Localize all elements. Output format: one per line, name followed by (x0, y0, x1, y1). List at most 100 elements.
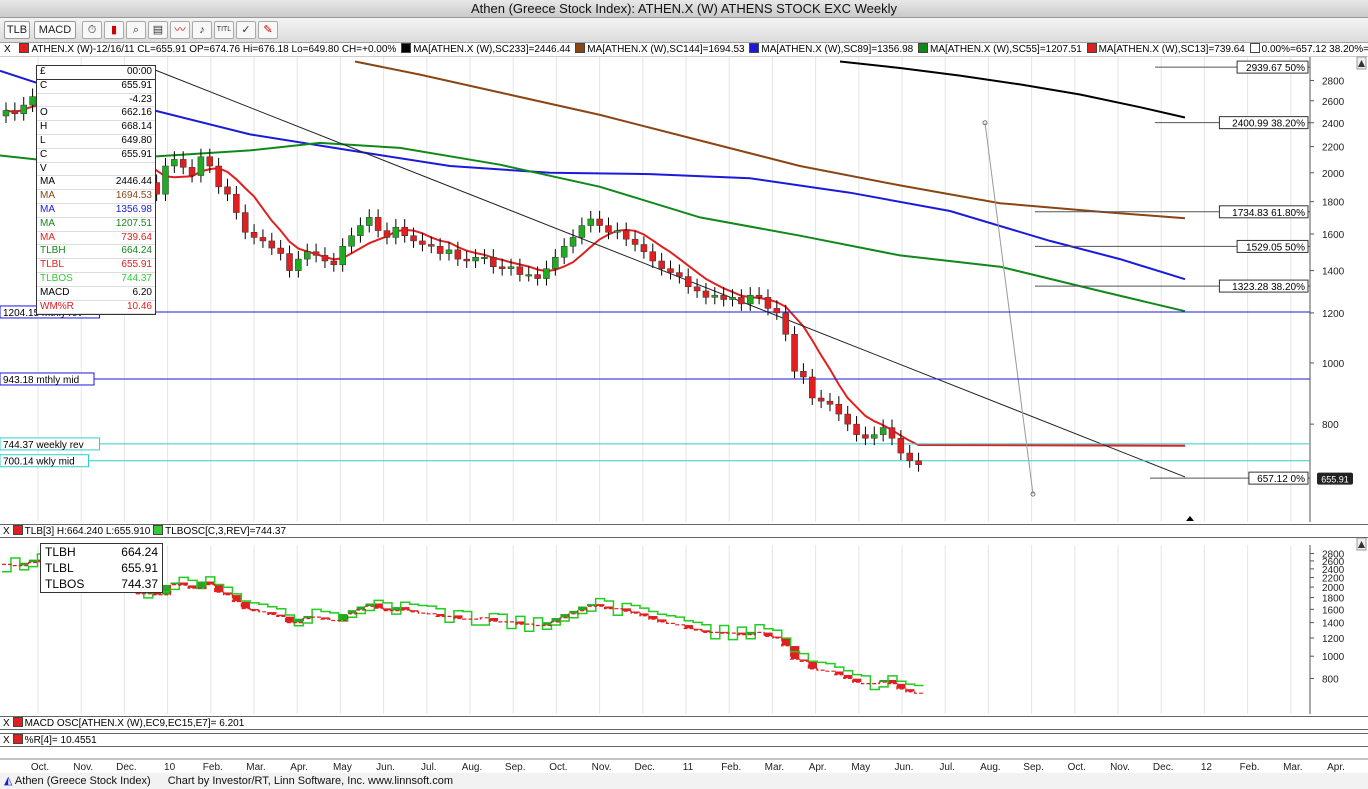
rev-level-box (0, 372, 95, 386)
line-chart-icon[interactable]: 〰 (170, 21, 190, 39)
tlb-values-value: 744.37 (121, 577, 158, 591)
tlb-panel-header: X TLB[3] H:664.240 L:655.910 TLBOSC[C,3,R… (0, 524, 1368, 538)
tlb-y-tick-label: 800 (1322, 674, 1339, 685)
rev-level-label: 943.18 mthly mid (3, 375, 79, 386)
marker-icon[interactable]: ✎ (258, 21, 278, 39)
fib-anchor-point (982, 120, 988, 126)
candle-body (295, 258, 302, 271)
x-axis-label: Oct. (549, 762, 567, 773)
candle-body (436, 246, 444, 254)
tlb-y-tick-label: 2200 (1322, 574, 1345, 585)
wr-close-button[interactable]: X (3, 735, 10, 746)
data-window-row: MA 1694.53 (37, 190, 155, 204)
tlb-y-tick-label: 1800 (1322, 594, 1345, 605)
candle-body (197, 156, 205, 176)
candle-body (755, 294, 763, 298)
tlb-close-button[interactable]: X (3, 526, 10, 537)
x-axis-label: Jun. (895, 762, 914, 773)
close-chart-button[interactable]: X (4, 44, 11, 55)
fib-level-box (1218, 279, 1309, 293)
x-axis-label: Aug. (462, 762, 483, 773)
candle-body (348, 235, 355, 247)
y-tick-label: 1600 (1322, 230, 1345, 241)
tlb-brick (896, 683, 907, 690)
tlb-values-key: TLBH (45, 545, 76, 559)
candle-body (817, 397, 825, 402)
rev-level-label: 744.37 weekly rev (3, 440, 84, 451)
tlbl-line (2, 561, 924, 694)
candle-body (853, 423, 860, 435)
tlb-values-value: 664.24 (121, 545, 158, 559)
wr-color-icon (12, 734, 23, 744)
fib-level-box (1248, 471, 1309, 485)
zoom-icon[interactable]: ⌕ (126, 21, 146, 39)
fib-retrace-line (984, 122, 1034, 495)
rev-level-box (0, 437, 100, 451)
tlb-brick (338, 613, 348, 621)
footer-symbol: Athen (Greece Stock Index) (14, 775, 151, 787)
candle-body (534, 274, 541, 279)
fib-color-icon (1249, 43, 1260, 53)
rev-level-label: 700.14 wkly mid (3, 457, 75, 468)
candle-body (658, 260, 665, 269)
footer-credit: Chart by Investor/RT, Linn Software, Inc… (167, 775, 454, 787)
tlb-values-row: TLBH 664.24 (41, 544, 162, 560)
linn-logo-icon: ◭ (4, 775, 13, 787)
fib-text: 0.00%=657.12 38.20%= (1261, 44, 1368, 55)
candle-body (454, 249, 462, 260)
candle-body (906, 452, 913, 462)
chart-icon[interactable]: ▤ (148, 21, 168, 39)
data-window-key: MACD (40, 286, 70, 298)
candle-body (29, 96, 36, 106)
data-window-row: O 662.16 (37, 107, 155, 122)
x-axis-label: Mar. (765, 762, 784, 773)
data-window-value: 1207.51 (115, 217, 152, 229)
pin-icon[interactable]: ✓ (236, 21, 256, 39)
x-axis-label: Jul. (421, 762, 437, 773)
data-window-key: WM%R (40, 300, 74, 312)
data-window-key: O (40, 107, 48, 119)
data-window-row: -4.23 (37, 94, 155, 108)
candle-body (268, 240, 276, 249)
y-tick-label: 1400 (1322, 267, 1345, 278)
data-window-row: H 668.14 (37, 121, 155, 135)
tlb-header-text: TLB[3] H:664.240 L:655.910 (24, 526, 151, 537)
tlb-values-row: TLBOS 744.37 (41, 576, 162, 592)
x-axis-label: Apr. (1327, 762, 1345, 773)
candle-body (667, 268, 674, 273)
macd-close-button[interactable]: X (3, 718, 10, 729)
footer: ◭ Athen (Greece Stock Index) Chart by In… (0, 773, 1368, 789)
tlb-color-icon (12, 525, 23, 535)
bell-icon[interactable]: ♪ (192, 21, 212, 39)
y-tick-label: 2800 (1322, 76, 1345, 87)
candle-body (401, 226, 408, 236)
data-window-value: 1694.53 (115, 190, 152, 202)
title-icon[interactable]: TITL (214, 21, 234, 39)
data-window-key: H (40, 121, 48, 133)
candle-body (605, 225, 612, 233)
tlb-values-key: TLBL (45, 561, 74, 575)
y-tick-label: 1000 (1322, 359, 1345, 370)
fib-level-box (1218, 205, 1309, 219)
candle-body (233, 193, 240, 213)
candle-body (773, 308, 781, 314)
candle-body (622, 230, 630, 240)
quote-text: ATHEN.X (W)-12/16/11 CL=655.91 OP=674.76… (31, 44, 397, 55)
x-axis-label: Nov. (592, 762, 612, 773)
data-window-key: TLBOS (40, 272, 73, 284)
x-axis-label: Nov. (73, 762, 93, 773)
data-window-value: 655.91 (121, 148, 152, 160)
macd-button[interactable]: MACD (34, 21, 76, 39)
data-window-value: 649.80 (121, 134, 152, 146)
candle-body (490, 256, 497, 267)
candle-body (463, 258, 470, 262)
bars-icon[interactable]: ▮ (104, 21, 124, 39)
ma13-color-icon (1086, 43, 1097, 53)
current-bar-marker (1186, 516, 1194, 521)
data-window-value: 668.14 (121, 121, 152, 133)
tlb-values-row: TLBL 655.91 (41, 560, 162, 576)
tlb-button[interactable]: TLB (4, 21, 30, 39)
candle-body (631, 238, 639, 245)
clock-icon[interactable]: ⏱ (82, 21, 102, 39)
